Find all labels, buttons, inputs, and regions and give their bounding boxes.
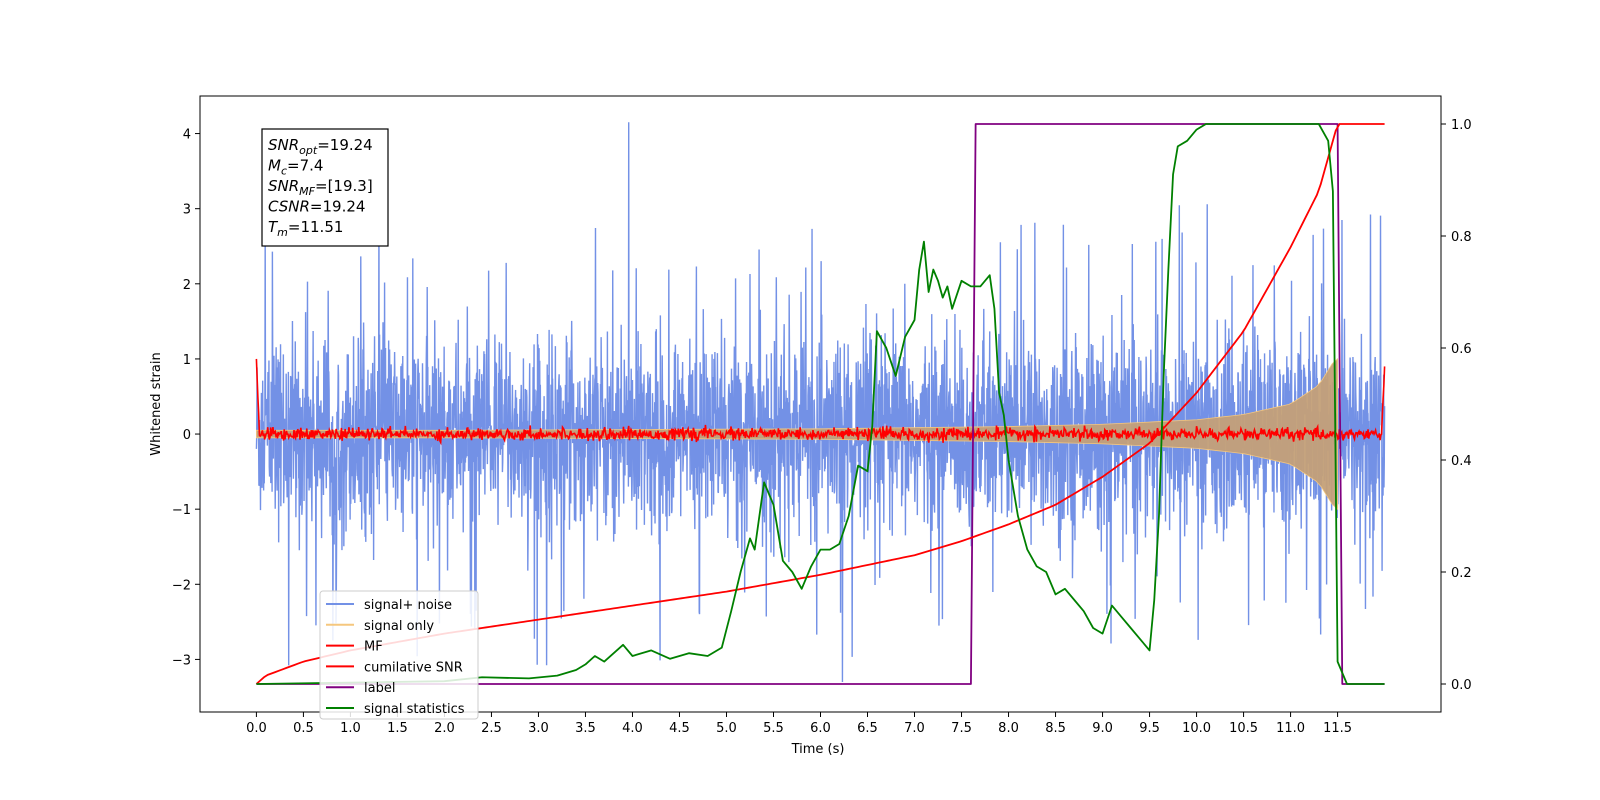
annotation-line: Mc=7.4 [268, 157, 323, 178]
x-tick-label: 6.5 [857, 721, 878, 736]
annotation-line: SNRopt=19.24 [268, 136, 373, 157]
legend: signal+ noise signal only MF cumilative SNR… [319, 590, 479, 720]
legend-label: label [364, 681, 395, 696]
y-tick-label: 2 [183, 278, 191, 293]
annotation-line: CSNR=19.24 [268, 198, 365, 216]
y-tick-label: 4 [183, 128, 191, 143]
x-tick-label: 10.0 [1182, 721, 1211, 736]
x-axis: 0.0 0.5 1.0 1.5 2.0 2.5 3.0 3.5 4.0 4.5 5.0 5.5 6.0 6… [246, 712, 1352, 736]
x-tick-label: 2.5 [481, 721, 502, 736]
legend-label: signal statistics [364, 702, 465, 717]
annotation-box: SNRopt=19.24Mc=7.4SNRMF=[19.3]CSNR=19.24… [261, 128, 389, 247]
x-tick-label: 4.0 [622, 721, 643, 736]
x-tick-label: 9.5 [1139, 721, 1160, 736]
y2-tick-label: 0.8 [1451, 230, 1472, 245]
y2-tick-label: 0.4 [1451, 454, 1472, 469]
series-layer [255, 122, 1386, 685]
y-tick-label: −1 [172, 503, 191, 518]
x-tick-label: 5.0 [716, 721, 737, 736]
x-tick-label: 7.0 [904, 721, 925, 736]
series-mf [255, 358, 1386, 446]
series-signal-statistics [256, 123, 1385, 685]
y-tick-label: 1 [183, 353, 191, 368]
y-axis-right: 0.0 0.2 0.4 0.6 0.8 1.0 [1441, 118, 1472, 693]
x-tick-label: 10.5 [1229, 721, 1258, 736]
legend-label: signal only [364, 619, 434, 634]
y-tick-label: −3 [172, 653, 191, 668]
series-signal-noise [255, 122, 1386, 682]
x-tick-label: 1.0 [340, 721, 361, 736]
legend-label: cumilative SNR [364, 660, 463, 675]
annotation-line: SNRMF=[19.3] [268, 177, 373, 198]
x-tick-label: 7.5 [951, 721, 972, 736]
x-tick-label: 2.0 [434, 721, 455, 736]
x-tick-label: 11.0 [1276, 721, 1305, 736]
y-tick-label: −2 [172, 578, 191, 593]
x-tick-label: 0.5 [293, 721, 314, 736]
x-tick-label: 3.0 [528, 721, 549, 736]
y2-tick-label: 0.0 [1451, 678, 1472, 693]
x-tick-label: 1.5 [387, 721, 408, 736]
legend-frame [319, 590, 479, 720]
x-tick-label: 5.5 [763, 721, 784, 736]
x-axis-label: Time (s) [791, 742, 845, 757]
annotation-frame [261, 128, 389, 247]
y2-tick-label: 0.6 [1451, 342, 1472, 357]
y-tick-label: 0 [183, 428, 191, 443]
y-axis-label: Whitened strain [149, 352, 164, 455]
y-tick-label: 3 [183, 203, 191, 218]
annotation-line: Tm=11.51 [268, 218, 343, 239]
x-tick-label: 4.5 [669, 721, 690, 736]
x-tick-label: 9.0 [1092, 721, 1113, 736]
y-axis-left: −3 −2 −1 0 1 2 3 4 [172, 128, 200, 668]
y2-tick-label: 0.2 [1451, 566, 1472, 581]
x-tick-label: 11.5 [1323, 721, 1352, 736]
x-tick-label: 0.0 [246, 721, 267, 736]
x-tick-label: 8.0 [998, 721, 1019, 736]
legend-label: signal+ noise [364, 598, 452, 613]
y2-tick-label: 1.0 [1451, 118, 1472, 133]
x-tick-label: 6.0 [810, 721, 831, 736]
x-tick-label: 8.5 [1045, 721, 1066, 736]
legend-label: MF [364, 640, 383, 655]
x-tick-label: 3.5 [575, 721, 596, 736]
